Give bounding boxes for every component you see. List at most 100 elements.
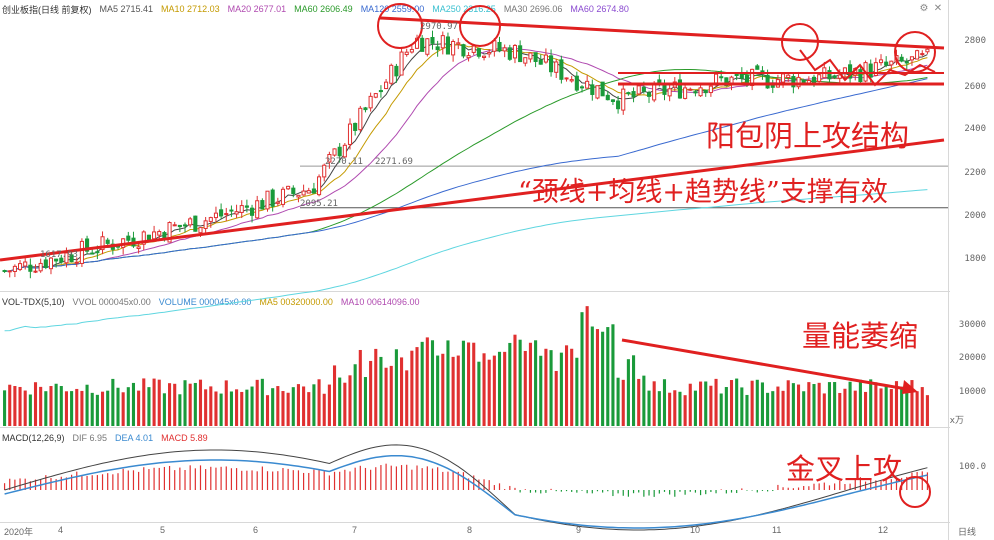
candle-body bbox=[538, 59, 543, 65]
candle-body bbox=[317, 176, 322, 196]
candle-body bbox=[311, 188, 316, 194]
macd-histogram-bar bbox=[540, 490, 542, 494]
candle-body bbox=[280, 188, 286, 205]
candle-body bbox=[626, 92, 631, 95]
volume-bar bbox=[467, 342, 471, 426]
macd-histogram-bar bbox=[715, 490, 717, 494]
volume-bar bbox=[363, 377, 368, 426]
volume-bar bbox=[430, 340, 435, 426]
macd-histogram-bar bbox=[761, 490, 764, 491]
volume-bar bbox=[446, 340, 450, 426]
volume-bar bbox=[822, 393, 826, 426]
macd-histogram-bar bbox=[138, 471, 140, 490]
x-tick-5: 5 bbox=[160, 525, 166, 535]
volume-bar bbox=[879, 388, 883, 426]
x-tick-11: 11 bbox=[772, 525, 782, 535]
macd-histogram-bar bbox=[870, 478, 872, 490]
volume-bar bbox=[400, 357, 404, 426]
candle-body bbox=[275, 201, 280, 204]
candle-body bbox=[332, 148, 337, 156]
macd-histogram-bar bbox=[555, 490, 557, 492]
close-icon[interactable]: ✕ bbox=[933, 3, 943, 14]
ma5-label: MA5 2715.41 bbox=[99, 4, 154, 14]
macd-histogram-bar bbox=[437, 467, 439, 490]
candle-body bbox=[95, 251, 100, 254]
high-price-label: 2970.97 bbox=[420, 22, 458, 32]
volume-bar bbox=[611, 324, 615, 426]
dif-label: DIF 6.95 bbox=[72, 433, 108, 443]
x-tick-4: 4 bbox=[58, 525, 64, 535]
macd-histogram-bar bbox=[452, 471, 454, 490]
volume-bar bbox=[704, 381, 708, 426]
volume-bar bbox=[812, 384, 816, 426]
volume-bar bbox=[889, 389, 893, 426]
volume-bar bbox=[518, 339, 522, 426]
macd-histogram-bar bbox=[230, 468, 233, 490]
x-corner-label[interactable]: 日线 bbox=[958, 527, 977, 537]
macd-histogram-bar bbox=[189, 465, 191, 490]
candle-body bbox=[260, 200, 265, 210]
volume-bar bbox=[461, 340, 465, 426]
price-header: 创业板指(日线 前复权) MA5 2715.41 MA10 2712.03 MA… bbox=[2, 2, 629, 16]
volume-bar bbox=[436, 355, 440, 426]
volume-bar bbox=[157, 379, 161, 426]
candle-body bbox=[270, 189, 275, 207]
macd-histogram-bar bbox=[550, 488, 552, 490]
volume-bar bbox=[554, 370, 558, 426]
volume-bar bbox=[915, 391, 919, 426]
candle-body bbox=[456, 42, 461, 45]
candle-body bbox=[646, 92, 652, 97]
macd-histogram-bar bbox=[55, 479, 57, 490]
candle-body bbox=[38, 262, 43, 272]
volume-bar bbox=[49, 386, 53, 426]
candle-body bbox=[384, 81, 389, 90]
macd-histogram-bar bbox=[297, 470, 300, 490]
macd-histogram-bar bbox=[34, 479, 37, 490]
macd-value-label: MACD 5.89 bbox=[161, 433, 208, 443]
highlight-circle-2 bbox=[781, 23, 819, 61]
candle-body bbox=[2, 270, 7, 273]
macd-histogram-bar bbox=[385, 463, 387, 490]
macd-histogram-bar bbox=[143, 467, 145, 490]
macd-histogram-bar bbox=[519, 490, 521, 493]
volume-bar bbox=[601, 331, 605, 426]
macd-histogram-bar bbox=[333, 471, 336, 490]
candle-body bbox=[920, 53, 925, 56]
macd-histogram-bar bbox=[282, 468, 284, 490]
volume-bar bbox=[585, 306, 589, 426]
volume-bar bbox=[18, 386, 22, 426]
volume-bar bbox=[44, 391, 48, 426]
highlight-circle-1 bbox=[459, 5, 501, 47]
candle-body bbox=[249, 207, 255, 216]
candle-body bbox=[152, 231, 157, 240]
candle-body bbox=[827, 70, 832, 80]
candle-body bbox=[667, 88, 672, 97]
macd-histogram-bar bbox=[194, 468, 196, 490]
annotation-support-effective: “颈线+均线+趋势线”支撑有效 bbox=[518, 177, 888, 208]
volume-bar bbox=[858, 379, 862, 426]
volume-bar bbox=[384, 367, 388, 426]
candle-body bbox=[868, 63, 873, 78]
macd-histogram-bar bbox=[834, 483, 836, 490]
volume-bar bbox=[420, 341, 424, 426]
macd-histogram-bar bbox=[787, 487, 789, 490]
volume-bar bbox=[39, 386, 43, 426]
macd-histogram-bar bbox=[122, 468, 124, 490]
settings-icon[interactable]: ⚙ bbox=[919, 3, 929, 14]
macd-histogram-bar bbox=[669, 490, 671, 495]
macd-histogram-bar bbox=[509, 485, 511, 490]
macd-histogram-bar bbox=[50, 478, 52, 490]
macd-histogram-bar bbox=[272, 471, 274, 490]
volume-bar bbox=[13, 386, 17, 426]
macd-histogram-bar bbox=[839, 480, 841, 490]
candle-body bbox=[425, 38, 430, 55]
candle-body bbox=[693, 91, 698, 94]
macd-histogram-bar bbox=[767, 490, 769, 492]
y-tick-2600: 2600 bbox=[964, 82, 986, 92]
candle-body bbox=[373, 93, 378, 98]
volume-bar bbox=[570, 348, 574, 426]
candle-body bbox=[445, 36, 451, 55]
candle-body bbox=[600, 81, 605, 97]
candle-body bbox=[420, 37, 425, 52]
